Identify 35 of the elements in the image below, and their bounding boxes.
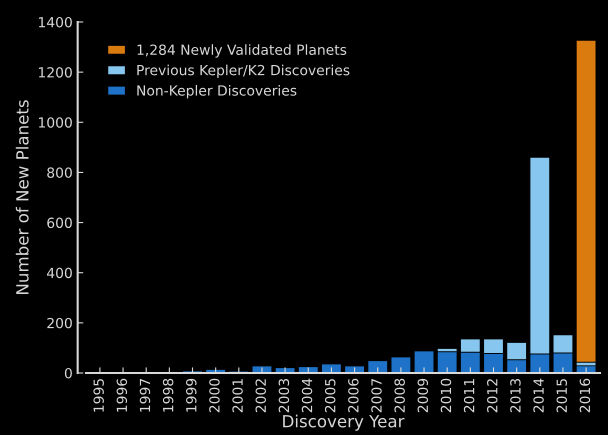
x-tick-label: 1999 [186, 378, 197, 412]
y-tick-label: 200 [47, 318, 72, 328]
x-tick-label: 1997 [140, 379, 150, 412]
x-tick-label: 2001 [232, 379, 243, 412]
y-tick-label: 400 [46, 268, 72, 278]
x-tick-label: 2016 [580, 378, 590, 412]
legend-label: 1,284 Newly Validated Planets [138, 44, 346, 58]
x-tick-label: 1998 [162, 378, 174, 412]
x-tick-label: 2008 [394, 378, 405, 412]
y-axis-title: Number of New Planets [16, 100, 29, 294]
y-tick-label: 600 [47, 218, 72, 228]
y-tick-label: 800 [47, 167, 72, 178]
legend-label: Non-Kepler Discoveries [137, 84, 296, 98]
y-tick-label: 0 [64, 368, 72, 378]
x-tick-label: 2010 [440, 378, 452, 412]
x-tick-label: 2005 [324, 379, 336, 412]
x-tick-label: 2012 [487, 379, 498, 412]
legend-label: Previous Kepler/K2 Discoveries [137, 64, 350, 78]
x-tick-label: 2007 [371, 379, 382, 412]
y-tick-label: 1000 [38, 117, 72, 128]
x-tick-label: 2006 [348, 378, 359, 412]
x-tick-label: 1995 [93, 379, 104, 412]
y-tick-label: 1200 [38, 67, 72, 78]
x-tick-label: 1996 [116, 378, 128, 412]
x-tick-label: 2011 [464, 379, 474, 412]
y-tick-label: 1400 [38, 16, 72, 28]
x-tick-label: 2014 [533, 378, 544, 412]
x-tick-label: 2015 [556, 379, 567, 412]
x-tick-label: 2013 [510, 378, 521, 412]
x-tick-label: 2009 [418, 378, 428, 412]
x-tick-label: 2000 [209, 378, 220, 412]
x-tick-label: 2002 [255, 379, 266, 412]
x-tick-label: 2003 [278, 378, 290, 412]
x-axis-title: Discovery Year [283, 414, 404, 431]
x-tick-label: 2004 [302, 378, 312, 412]
